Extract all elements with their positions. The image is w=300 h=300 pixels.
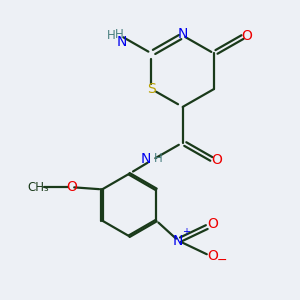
Text: +: + [182,227,190,237]
Text: H: H [154,152,162,165]
Text: O: O [241,28,252,43]
Text: S: S [147,82,156,96]
Text: O: O [207,217,218,231]
Text: N: N [173,234,183,248]
Text: −: − [217,254,227,267]
Text: N: N [117,34,127,49]
Text: N: N [141,152,151,166]
Text: N: N [178,27,188,41]
Text: H: H [106,29,115,42]
Text: O: O [208,248,218,262]
Text: O: O [66,180,77,194]
Text: H: H [114,28,123,40]
Text: CH₃: CH₃ [28,181,50,194]
Text: O: O [212,153,222,167]
